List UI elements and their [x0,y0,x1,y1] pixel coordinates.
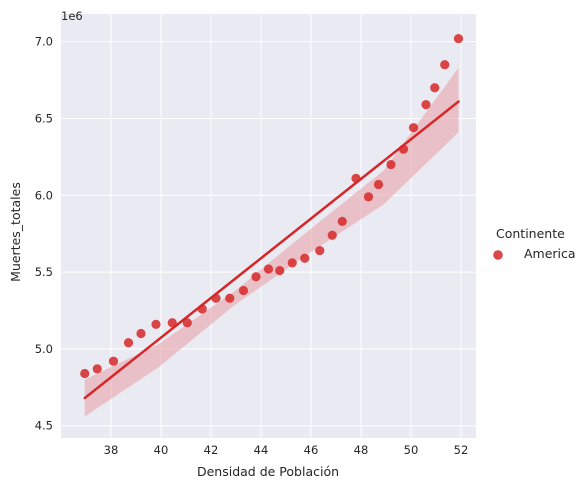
data-point [275,265,285,276]
data-point [421,100,431,110]
y-tick-label: 6.0 [35,188,53,202]
data-point [238,285,249,296]
data-point [225,293,235,303]
data-point [287,258,297,268]
legend-title: Continente [496,226,565,241]
data-point [300,253,310,263]
y-tick-label: 6.5 [35,111,53,125]
data-point [440,60,450,70]
data-point [197,304,207,314]
data-point [363,192,374,202]
confidence-band [84,67,459,417]
data-point [211,293,221,303]
data-point [408,123,419,133]
data-point [80,368,90,379]
regression-line [83,100,460,400]
y-tick-label: 5.0 [35,342,53,356]
x-tick-label: 48 [354,443,369,457]
legend-entry-america: America [524,246,576,261]
x-axis-label: Densidad de Población [197,464,339,479]
data-point [398,144,409,154]
data-point [167,318,177,328]
data-point [386,159,396,170]
y-tick-label: 7.0 [35,35,53,49]
x-tick-label: 40 [154,443,169,457]
x-tick-label: 52 [454,443,469,457]
y-offset-label: 1e6 [61,9,83,23]
data-point [136,328,146,339]
x-tick-label: 50 [404,443,419,457]
x-tick-label: 44 [254,443,269,457]
regression-line-group [83,100,460,400]
x-tick-label: 38 [104,443,119,457]
data-point [453,33,464,44]
regression-confidence-band [84,67,459,417]
data-point [373,179,384,190]
data-point [123,338,134,348]
x-tick-label: 42 [204,443,219,457]
data-point [430,83,440,93]
data-points [80,33,464,379]
legend: Continente America [493,226,576,261]
data-point [315,245,325,256]
tick-labels: 38 40 42 44 46 48 50 52 4.5 5.0 5.5 6.0 6.5 7.0 [35,35,469,457]
data-point [263,264,274,274]
legend-marker [493,250,503,260]
data-point [327,230,337,240]
y-tick-label: 5.5 [35,265,53,279]
y-tick-label: 4.5 [35,419,53,433]
data-point [151,319,161,329]
data-point [92,364,102,374]
data-point [251,272,261,282]
x-tick-label: 46 [304,443,319,457]
data-point [337,216,347,226]
y-axis-label: Muertes_totales [8,182,23,282]
data-point [108,356,119,366]
data-point [182,318,192,328]
data-point [351,173,361,183]
